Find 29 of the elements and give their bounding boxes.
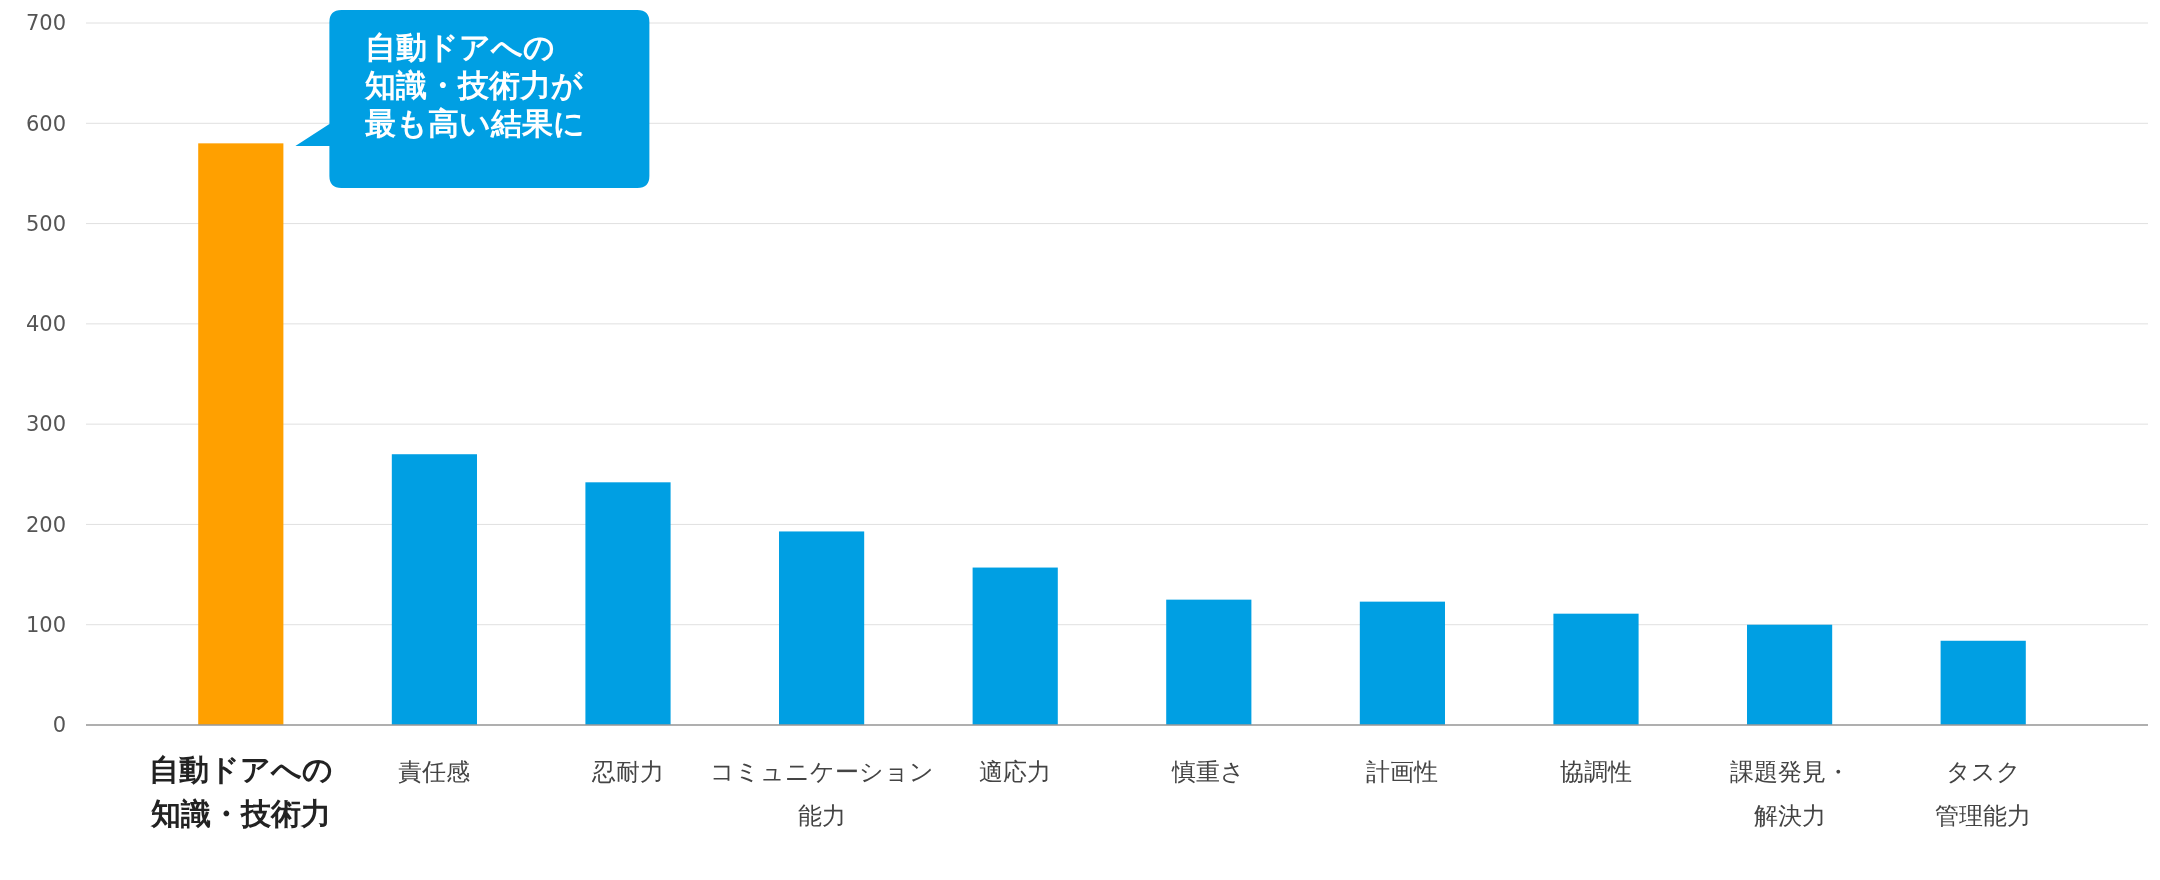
- bar: [198, 143, 284, 725]
- x-tick-label: 適応力: [979, 758, 1052, 786]
- bar: [1359, 601, 1445, 725]
- x-tick-label: 計画性: [1366, 758, 1439, 786]
- bar: [391, 454, 477, 725]
- bar: [779, 531, 865, 725]
- y-tick-label: 0: [52, 713, 66, 738]
- x-tick-label: 責任感: [398, 758, 471, 786]
- y-tick-label: 500: [25, 211, 66, 236]
- x-tick-label: コミュニケーション能力: [709, 758, 934, 830]
- y-tick-label: 400: [25, 312, 66, 337]
- x-tick-label: 慎重さ: [1171, 758, 1246, 786]
- x-tick-label: 自動ドアへの知識・技術力: [148, 752, 333, 831]
- x-tick-label: 協調性: [1560, 758, 1632, 786]
- bar: [585, 482, 671, 725]
- bar: [972, 567, 1058, 725]
- bar: [1553, 613, 1639, 725]
- y-tick-label: 700: [25, 11, 66, 36]
- y-tick-label: 600: [25, 111, 66, 136]
- y-tick-label: 100: [25, 613, 66, 638]
- bar: [1940, 640, 2026, 725]
- bar: [1747, 624, 1833, 725]
- x-tick-label: 課題発見・解決力: [1729, 758, 1850, 830]
- bar: [1166, 599, 1252, 725]
- annotation: 自動ドアへの知識・技術力が最も高い結果に: [364, 29, 586, 141]
- x-tick-label: タスク管理能力: [1935, 758, 2032, 830]
- x-tick-label: 忍耐力: [591, 758, 664, 786]
- y-tick-label: 200: [25, 512, 66, 537]
- y-tick-label: 300: [25, 412, 66, 437]
